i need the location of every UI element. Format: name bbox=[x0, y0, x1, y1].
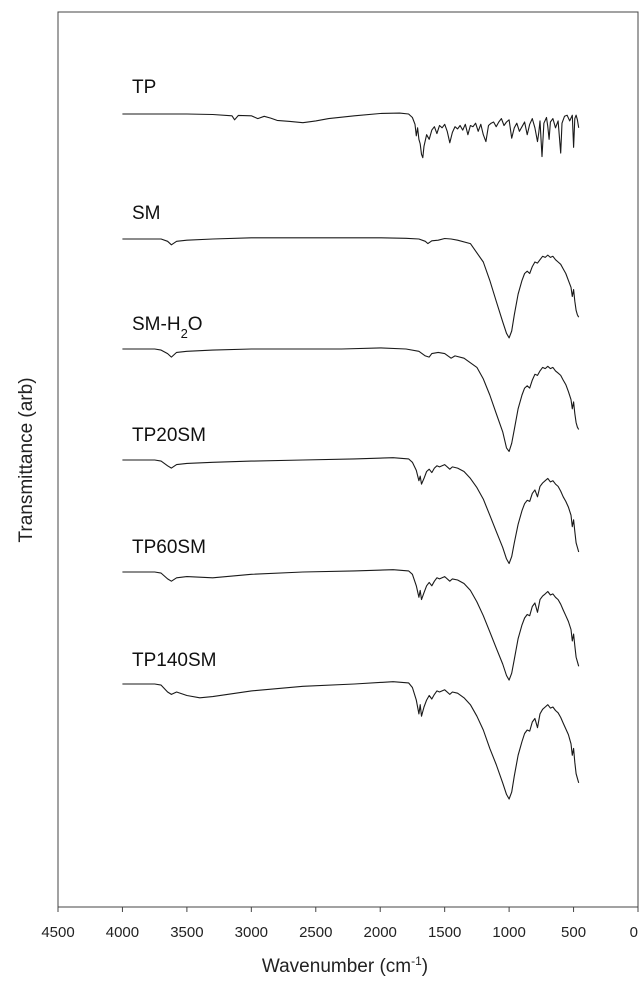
spectra-group bbox=[122, 112, 580, 800]
x-tick-label: 4000 bbox=[106, 924, 139, 941]
series-label-tp: TP bbox=[132, 77, 156, 98]
x-tick-label: 500 bbox=[561, 924, 586, 941]
spectrum-line-tp20sm bbox=[122, 457, 580, 565]
spectrum-line-tp bbox=[122, 112, 580, 159]
x-axis-label-close: ) bbox=[422, 956, 428, 977]
spectrum-line-sm bbox=[122, 237, 580, 339]
series-label-tp60sm: TP60SM bbox=[132, 537, 206, 558]
spectrum-line-tp60sm bbox=[122, 569, 580, 681]
series-label-sm-h2o: SM-H2O bbox=[132, 314, 203, 341]
x-tick-label: 2500 bbox=[299, 924, 332, 941]
y-axis-label: Transmittance (arb) bbox=[16, 377, 37, 542]
x-tick-label: 0 bbox=[630, 924, 638, 941]
spectrum-line-tp140sm bbox=[122, 681, 580, 800]
spectrum-line-sm-h2o bbox=[122, 347, 580, 452]
x-axis-label: Wavenumber (cm-1) bbox=[262, 954, 428, 977]
series-label-tp20sm: TP20SM bbox=[132, 425, 206, 446]
x-tick-label: 3500 bbox=[170, 924, 203, 941]
x-tick-label: 1000 bbox=[492, 924, 525, 941]
x-axis: 4500 4000 3500 3000 2500 2000 1500 1000 500 0 bbox=[41, 907, 639, 941]
series-label-tp140sm: TP140SM bbox=[132, 650, 216, 671]
series-label-sm: SM bbox=[132, 203, 161, 224]
x-tick-label: 2000 bbox=[364, 924, 397, 941]
plot-frame bbox=[57, 11, 639, 908]
x-axis-label-text: Wavenumber (cm bbox=[262, 956, 411, 977]
x-tick-label: 4500 bbox=[41, 924, 74, 941]
x-axis-label-superscript: -1 bbox=[411, 954, 422, 968]
x-tick-label: 3000 bbox=[235, 924, 268, 941]
x-tick-label: 1500 bbox=[428, 924, 461, 941]
series-labels: TP SM SM-H2O TP20SM TP60SM TP140SM bbox=[132, 77, 216, 671]
